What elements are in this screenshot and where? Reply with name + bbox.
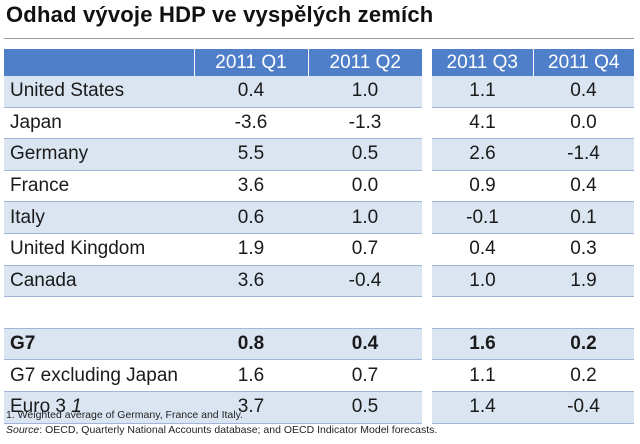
value-cell: 0.0 [308, 170, 422, 203]
table-row: France 3.6 0.0 [4, 170, 422, 203]
table-row: Germany 5.5 0.5 [4, 138, 422, 171]
title-divider [4, 38, 634, 39]
row-label: Italy [4, 201, 194, 234]
row-label: Euro 3 1 [4, 391, 194, 424]
source-label: Source [6, 424, 40, 436]
row-label-footnote-mark: 1 [71, 396, 82, 418]
table-row: G7 0.8 0.4 [4, 328, 422, 361]
footnote: 1. Weighted average of Germany, France a… [6, 409, 243, 421]
table-row: United States 0.4 1.0 [4, 76, 422, 108]
value-cell: -0.4 [308, 265, 422, 298]
value-cell: 0.2 [533, 359, 634, 392]
row-label: Germany [4, 138, 194, 171]
value-cell: 4.1 [432, 107, 533, 140]
value-cell: 0.4 [432, 233, 533, 266]
value-cell: 0.9 [432, 170, 533, 203]
table-row: 2.6 -1.4 [432, 138, 634, 171]
value-cell: 0.4 [533, 170, 634, 203]
row-label: G7 excluding Japan [4, 359, 194, 392]
value-cell: 0.5 [308, 138, 422, 171]
value-cell: 0.6 [194, 201, 308, 234]
value-cell: 3.6 [194, 170, 308, 203]
value-cell: 1.1 [432, 359, 533, 392]
gdp-table-right: 2011 Q3 2011 Q4 1.1 0.4 4.1 0.0 2.6 -1.4 0.9 0.… [432, 49, 634, 424]
value-cell: 2.6 [432, 138, 533, 171]
header-2011-q1: 2011 Q1 [193, 49, 308, 76]
value-cell: 1.0 [432, 265, 533, 298]
value-cell: 1.9 [533, 265, 634, 298]
table-row: Euro 3 1 3.7 0.5 [4, 391, 422, 424]
row-label: Canada [4, 265, 194, 298]
value-cell [194, 296, 308, 329]
header-2011-q4: 2011 Q4 [532, 49, 634, 76]
value-cell: 1.6 [194, 359, 308, 392]
table-row: -0.1 0.1 [432, 201, 634, 234]
value-cell: -1.4 [533, 138, 634, 171]
row-label: Japan [4, 107, 194, 140]
table-row: 0.9 0.4 [432, 170, 634, 203]
value-cell: 0.0 [533, 107, 634, 140]
header-2011-q3: 2011 Q3 [432, 49, 533, 76]
row-label: G7 [4, 328, 194, 361]
value-cell: 1.4 [432, 391, 533, 424]
table-row: G7 excluding Japan 1.6 0.7 [4, 359, 422, 392]
source-text: : OECD, Quarterly National Accounts data… [39, 424, 438, 436]
header-2011-q2: 2011 Q2 [307, 49, 422, 76]
table-row: 1.0 1.9 [432, 265, 634, 298]
value-cell [432, 296, 533, 329]
value-cell: -3.6 [194, 107, 308, 140]
value-cell: 0.2 [533, 328, 634, 361]
value-cell: 1.6 [432, 328, 533, 361]
table-row: 4.1 0.0 [432, 107, 634, 140]
value-cell: 1.0 [308, 201, 422, 234]
row-label: United States [4, 76, 194, 108]
value-cell [533, 296, 634, 329]
table-row [432, 296, 634, 329]
table-row: Canada 3.6 -0.4 [4, 265, 422, 298]
table-row: Japan -3.6 -1.3 [4, 107, 422, 140]
source-line: Source: OECD, Quarterly National Account… [6, 423, 437, 438]
value-cell: 1.0 [308, 76, 422, 108]
value-cell: 0.4 [533, 76, 634, 108]
value-cell: -0.4 [533, 391, 634, 424]
value-cell: 0.8 [194, 328, 308, 361]
value-cell: 0.7 [308, 359, 422, 392]
table-row: 1.1 0.4 [432, 76, 634, 108]
value-cell: 0.1 [533, 201, 634, 234]
value-cell: 0.7 [308, 233, 422, 266]
table-row: 0.4 0.3 [432, 233, 634, 266]
value-cell: 1.9 [194, 233, 308, 266]
header-blank [4, 49, 194, 76]
table-row: United Kingdom 1.9 0.7 [4, 233, 422, 266]
value-cell [308, 296, 422, 329]
row-label [4, 296, 194, 329]
table-row: 1.6 0.2 [432, 328, 634, 361]
value-cell: 5.5 [194, 138, 308, 171]
table-row: 1.4 -0.4 [432, 391, 634, 424]
page-title: Odhad vývoje HDP ve vyspělých zemích [6, 2, 434, 27]
value-cell: 3.6 [194, 265, 308, 298]
value-cell: 0.5 [308, 391, 422, 424]
table-row [4, 296, 422, 329]
table-row: 1.1 0.2 [432, 359, 634, 392]
value-cell: 0.3 [533, 233, 634, 266]
value-cell: 3.7 [194, 391, 308, 424]
value-cell: -0.1 [432, 201, 533, 234]
value-cell: -1.3 [308, 107, 422, 140]
table-row: Italy 0.6 1.0 [4, 201, 422, 234]
value-cell: 1.1 [432, 76, 533, 108]
row-label: United Kingdom [4, 233, 194, 266]
gdp-table-left: 2011 Q1 2011 Q2 United States 0.4 1.0 Japan… [4, 49, 422, 424]
row-label: France [4, 170, 194, 203]
value-cell: 0.4 [194, 76, 308, 108]
value-cell: 0.4 [308, 328, 422, 361]
notes: 1. Weighted average of Germany, France a… [6, 408, 437, 438]
